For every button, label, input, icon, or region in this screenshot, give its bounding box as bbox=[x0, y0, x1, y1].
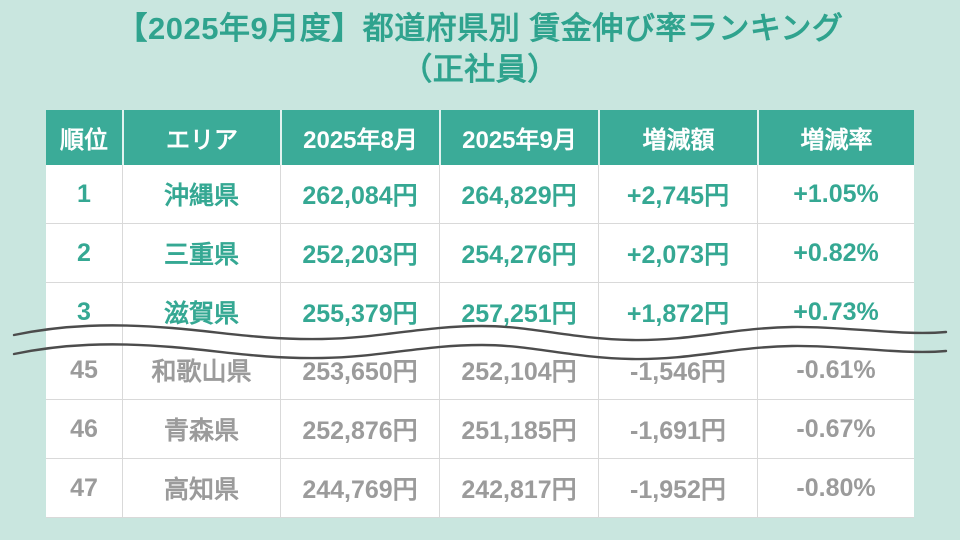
change-amount-cell: +2,745円 bbox=[598, 165, 757, 223]
wavy-line-bottom bbox=[12, 343, 948, 361]
header-change-amount: 増減額 bbox=[598, 110, 757, 165]
september-wage-cell: 242,817円 bbox=[439, 459, 598, 517]
table-row: 46 青森県 252,876円 251,185円 -1,691円 -0.67% bbox=[46, 399, 914, 458]
table-row: 2 三重県 252,203円 254,276円 +2,073円 +0.82% bbox=[46, 223, 914, 282]
header-area: エリア bbox=[122, 110, 280, 165]
change-rate-cell: +1.05% bbox=[757, 165, 914, 223]
change-amount-cell: +1,872円 bbox=[598, 283, 757, 341]
change-rate-cell: -0.80% bbox=[757, 459, 914, 517]
change-rate-cell: +0.82% bbox=[757, 224, 914, 282]
table-header-row: 順位 エリア 2025年8月 2025年9月 増減額 増減率 bbox=[46, 110, 914, 165]
august-wage-cell: 252,876円 bbox=[280, 400, 439, 458]
rank-cell: 47 bbox=[70, 473, 98, 502]
change-rate-cell: -0.67% bbox=[757, 400, 914, 458]
table-row: 45 和歌山県 253,650円 252,104円 -1,546円 -0.61% bbox=[46, 341, 914, 399]
table-row: 1 沖縄県 262,084円 264,829円 +2,745円 +1.05% bbox=[46, 165, 914, 223]
rank-cell: 46 bbox=[70, 414, 98, 443]
august-wage-cell: 252,203円 bbox=[280, 224, 439, 282]
september-wage-cell: 264,829円 bbox=[439, 165, 598, 223]
area-cell: 三重県 bbox=[122, 224, 280, 282]
change-rate-cell: -0.61% bbox=[757, 341, 914, 399]
august-wage-cell: 255,379円 bbox=[280, 283, 439, 341]
wavy-line-top bbox=[12, 324, 948, 342]
august-wage-cell: 253,650円 bbox=[280, 341, 439, 399]
area-cell: 滋賀県 bbox=[122, 283, 280, 341]
page-title: 【2025年9月度】都道府県別 賃金伸び率ランキング （正社員） bbox=[0, 9, 960, 91]
change-rate-cell: +0.73% bbox=[757, 283, 914, 341]
rank-cell: 1 bbox=[77, 179, 91, 208]
change-amount-cell: -1,691円 bbox=[598, 400, 757, 458]
august-wage-cell: 262,084円 bbox=[280, 165, 439, 223]
september-wage-cell: 251,185円 bbox=[439, 400, 598, 458]
table-row: 47 高知県 244,769円 242,817円 -1,952円 -0.80% bbox=[46, 458, 914, 517]
header-rank: 順位 bbox=[60, 127, 108, 154]
page-title-line-2: （正社員） bbox=[401, 51, 559, 87]
area-cell: 沖縄県 bbox=[122, 165, 280, 223]
page-title-line-1: 【2025年9月度】都道府県別 賃金伸び率ランキング bbox=[116, 11, 844, 46]
rank-cell: 3 bbox=[77, 297, 91, 326]
area-cell: 高知県 bbox=[122, 459, 280, 517]
september-wage-cell: 254,276円 bbox=[439, 224, 598, 282]
rank-cell: 45 bbox=[70, 355, 98, 384]
change-amount-cell: -1,546円 bbox=[598, 341, 757, 399]
september-wage-cell: 257,251円 bbox=[439, 283, 598, 341]
area-cell: 青森県 bbox=[122, 400, 280, 458]
august-wage-cell: 244,769円 bbox=[280, 459, 439, 517]
header-august-wage: 2025年8月 bbox=[280, 110, 439, 165]
table-row: 3 滋賀県 255,379円 257,251円 +1,872円 +0.73% bbox=[46, 282, 914, 341]
ranking-table: 順位 エリア 2025年8月 2025年9月 増減額 増減率 1 沖縄県 262… bbox=[46, 110, 914, 518]
omitted-rows-wavy-break-icon bbox=[12, 324, 948, 361]
header-change-rate: 増減率 bbox=[757, 110, 914, 165]
september-wage-cell: 252,104円 bbox=[439, 341, 598, 399]
rank-cell: 2 bbox=[77, 238, 91, 267]
change-amount-cell: +2,073円 bbox=[598, 224, 757, 282]
area-cell: 和歌山県 bbox=[122, 341, 280, 399]
change-amount-cell: -1,952円 bbox=[598, 459, 757, 517]
header-september-wage: 2025年9月 bbox=[439, 110, 598, 165]
